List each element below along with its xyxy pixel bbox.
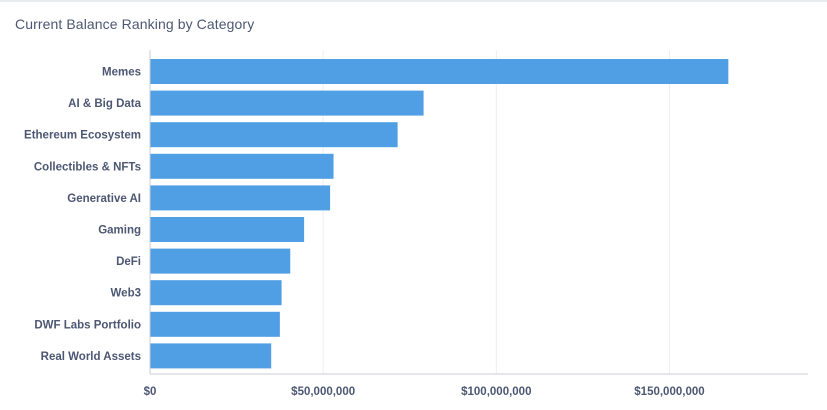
bar[interactable] xyxy=(150,343,272,369)
category-label: DeFi xyxy=(116,256,141,268)
bar[interactable] xyxy=(150,248,291,274)
category-label: Gaming xyxy=(98,225,141,237)
category-label: DWF Labs Portfolio xyxy=(34,319,141,331)
x-tick-label: $150,000,000 xyxy=(634,386,704,398)
x-tick-labels: $0 $50,000,000 $100,000,000 $150,000,000 xyxy=(144,386,705,398)
bar[interactable] xyxy=(150,217,305,242)
axes xyxy=(149,50,808,375)
bar[interactable] xyxy=(150,280,282,306)
card-top-border xyxy=(0,0,827,2)
category-label: Ethereum Ecosystem xyxy=(24,130,141,142)
chart-title: Current Balance Ranking by Category xyxy=(15,16,255,32)
bar[interactable] xyxy=(150,185,331,211)
bar[interactable] xyxy=(150,59,729,84)
category-label: Collectibles & NFTs xyxy=(34,161,141,173)
x-tick-label: $50,000,000 xyxy=(291,386,355,398)
category-label: Real World Assets xyxy=(41,351,141,363)
category-labels: Memes AI & Big Data Ethereum Ecosystem Coll… xyxy=(24,67,142,363)
bar[interactable] xyxy=(150,153,334,179)
x-tick-label: $100,000,000 xyxy=(461,386,531,398)
bar[interactable] xyxy=(150,122,398,148)
bars xyxy=(150,59,729,369)
category-label: Memes xyxy=(102,67,141,79)
bar[interactable] xyxy=(150,90,424,116)
bar[interactable] xyxy=(150,311,280,337)
category-label: Generative AI xyxy=(67,193,141,205)
x-tick-label: $0 xyxy=(144,386,157,398)
category-label: Web3 xyxy=(111,288,141,300)
category-label: AI & Big Data xyxy=(68,98,141,110)
